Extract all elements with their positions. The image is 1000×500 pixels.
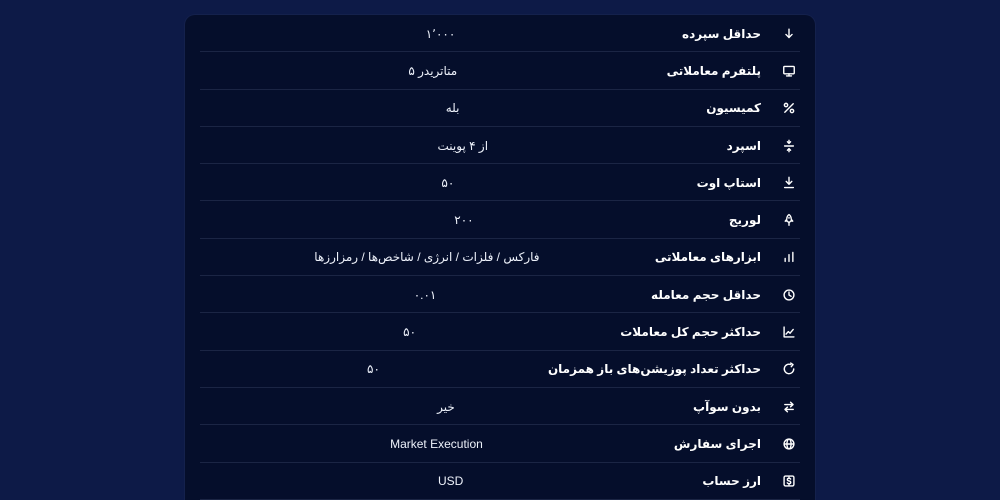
spec-value: ۲۰۰ [454,213,474,228]
compress-arrows-icon [781,138,797,154]
rotate-arrows-icon [781,361,797,377]
spec-value: بله [445,101,460,116]
spec-label: بدون سوآپ [693,399,761,414]
account-specs-panel: حداقل سپرده ۱٬۰۰۰ پلتفرم معاملاتی متاتریدر … [185,15,815,500]
spec-value: ۵۰ [403,325,417,340]
spec-row: حداکثر حجم کل معاملات ۵۰ [185,313,815,351]
spec-value: فارکس / فلزات / انرژی / شاخص‌ها / رمزارز… [314,250,540,265]
spec-row: حداکثر تعداد پوزیشن‌های باز همزمان ۵۰ [185,351,815,389]
spec-label: پلتفرم معاملاتی [666,63,761,78]
spec-value: از ۴ پوینت [437,138,489,153]
bar-chart-icon [781,249,797,265]
spec-value: ۵۰ [441,175,455,190]
spec-row: اجرای سفارش Market Execution [185,425,815,463]
spec-value: Market Execution [390,436,483,451]
dollar-square-icon [781,473,797,489]
spec-label: حداقل حجم معامله [651,287,761,302]
spec-row: ابزارهای معاملاتی فارکس / فلزات / انرژی /… [185,239,815,277]
spec-label: ارز حساب [702,474,761,489]
spec-row: حداقل حجم معامله ۰.۰۱ [185,276,815,314]
arrow-down-to-line-icon [781,175,797,191]
spec-label: حداکثر حجم کل معاملات [620,325,761,340]
spec-row: حداقل سپرده ۱٬۰۰۰ [185,15,815,53]
globe-icon [781,436,797,452]
spec-label: حداقل سپرده [681,26,761,41]
spec-value: متاتریدر ۵ [408,63,458,78]
spec-label: حداکثر تعداد پوزیشن‌های باز همزمان [547,362,761,377]
swap-arrows-icon [781,399,797,415]
spec-label: اسپرد [726,138,761,153]
spec-row: ارز حساب USD [185,463,815,500]
rocket-icon [781,212,797,228]
line-chart-icon [781,324,797,340]
spec-row: استاپ اوت ۵۰ [185,164,815,202]
clock-icon [781,287,797,303]
spec-label: کمیسیون [706,101,761,116]
spec-value: خیر [437,399,455,414]
spec-value: ۰.۰۱ [413,287,437,302]
spec-row: پلتفرم معاملاتی متاتریدر ۵ [185,52,815,90]
arrow-down-icon [781,26,797,42]
desktop-icon [781,63,797,79]
spec-row: لوریج ۲۰۰ [185,201,815,240]
spec-value: ۱٬۰۰۰ [425,26,456,41]
percent-icon [781,100,797,116]
spec-value: USD [437,474,464,489]
spec-row: اسپرد از ۴ پوینت [185,127,815,165]
spec-label: اجرای سفارش [673,436,761,451]
spec-label: ابزارهای معاملاتی [654,250,761,265]
spec-value: ۵۰ [367,362,380,377]
spec-row: کمیسیون بله [185,90,815,128]
spec-row: بدون سوآپ خیر [185,388,815,426]
account-specs-table: حداقل سپرده ۱٬۰۰۰ پلتفرم معاملاتی متاتریدر … [185,15,815,500]
spec-label: استاپ اوت [696,175,761,190]
spec-label: لوریج [728,213,761,228]
